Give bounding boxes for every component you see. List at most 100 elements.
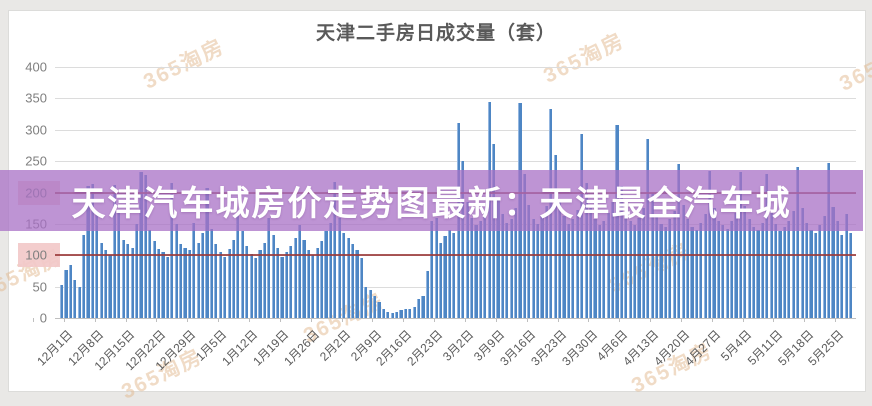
bar [434,217,438,318]
bar [60,284,64,318]
bar [205,188,209,318]
bar [368,289,372,318]
bar [760,222,765,318]
bar [315,247,319,318]
bar [421,296,425,318]
x-axis-tick [835,318,837,322]
bar [82,235,86,318]
bar [672,211,676,318]
bar [355,250,359,318]
bar [725,228,729,318]
bar [342,233,346,318]
bar [659,223,663,318]
x-axis-tick [63,318,65,322]
bar [201,233,205,318]
bar [425,270,430,318]
bar [813,233,817,318]
y-axis-label: 100 [25,247,47,263]
bar [637,217,641,318]
bar [624,210,628,318]
x-axis-tick [156,318,158,322]
bar [346,237,350,318]
bar [161,252,165,318]
bar [685,218,690,318]
bar [417,299,421,318]
bar [192,223,196,318]
bar [655,214,659,318]
bar [765,173,769,318]
bar [90,183,95,318]
bar [606,212,610,318]
bar [588,208,593,318]
bar [800,208,804,318]
bar [134,223,139,318]
bar [302,239,306,318]
bar [227,248,231,318]
bar [756,230,760,318]
bar [386,311,390,318]
bar [337,217,341,318]
bar [703,214,707,318]
bar [610,201,615,318]
bar [769,212,773,318]
x-axis-tick [650,318,651,322]
bar [430,220,434,318]
bar [787,220,791,318]
bar [249,254,253,318]
x-axis-tick [526,318,528,322]
bar [86,186,90,318]
x-axis-tick [403,318,405,322]
bar [231,239,236,318]
bar [571,218,575,318]
x-axis-tick [495,318,497,322]
y-axis-label: 250 [25,153,47,169]
bar [729,220,734,318]
bar [500,214,504,318]
bar [218,252,222,318]
bar [328,222,333,318]
gridline-y-400 [55,67,856,68]
bar [394,311,399,318]
bar [844,214,848,318]
bar [280,256,284,318]
bar [544,206,549,318]
bar [68,264,72,318]
bar [258,250,262,318]
bar [253,258,258,318]
bar [117,211,121,318]
bar [602,220,606,318]
bar [699,222,703,318]
bar [712,208,716,318]
x-axis-tick [588,318,590,322]
bar [527,205,531,318]
bar [412,306,416,318]
y-axis-label: 300 [25,122,47,138]
bar [641,208,646,318]
reference-label-highlight-100 [18,243,60,268]
bar [452,233,456,318]
bar [796,167,800,318]
bar [575,210,579,318]
bar [99,243,103,318]
bar [126,243,130,318]
bar [359,258,363,318]
bar [223,256,227,318]
bar [439,242,443,318]
bar [752,227,756,318]
x-axis-tick [464,318,466,322]
bar [179,243,183,318]
bar [721,225,725,318]
bar [818,225,822,318]
bar [663,227,668,318]
bar [633,225,637,318]
bar [372,296,377,318]
bar [165,256,169,318]
x-axis-tick [187,318,189,322]
bar [483,211,487,318]
x-axis-tick [310,318,312,322]
bar [774,223,778,318]
bar [505,222,509,318]
x-axis-tick [557,318,559,322]
bar [170,183,174,318]
x-axis-tick [434,318,436,322]
